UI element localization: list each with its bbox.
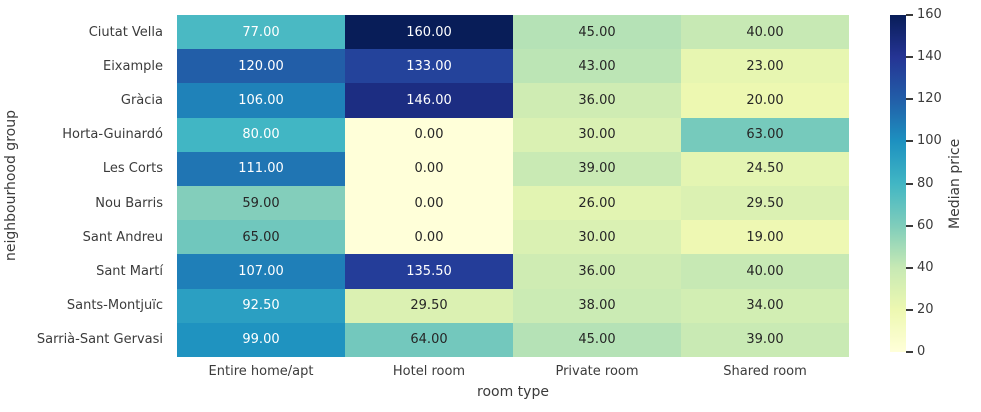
heatmap-cell: 19.00 — [681, 220, 849, 255]
colorbar-tick-mark — [906, 182, 913, 185]
y-tick-labels: Ciutat Vella Eixample Gràcia Horta-Guinardó… — [0, 15, 170, 357]
y-tick-label: Horta-Guinardó — [62, 127, 163, 143]
heatmap-cell: 111.00 — [177, 151, 345, 186]
colorbar-tick-label: 60 — [917, 217, 934, 233]
heatmap-cell: 29.50 — [681, 186, 849, 221]
y-tick-label: Sant Martí — [96, 264, 163, 280]
colorbar-tick-mark — [906, 56, 913, 59]
heatmap-cell: 43.00 — [513, 49, 681, 84]
y-tick-label: Sants-Montjuïc — [66, 298, 163, 314]
x-tick-label: Private room — [555, 363, 639, 379]
heatmap-cell: 146.00 — [345, 83, 513, 118]
heatmap-cell: 64.00 — [345, 322, 513, 357]
colorbar-tick-mark — [906, 14, 913, 16]
y-tick-label: Sarrià-Sant Gervasi — [36, 332, 163, 348]
colorbar-tick-label: 100 — [917, 133, 942, 149]
colorbar-tick-label: 120 — [917, 91, 942, 107]
heatmap-cell: 45.00 — [513, 322, 681, 357]
colorbar — [890, 15, 906, 352]
heatmap-cell: 23.00 — [681, 49, 849, 84]
colorbar-tick-mark — [906, 98, 913, 101]
heatmap-cell: 0.00 — [345, 220, 513, 255]
heatmap-cell: 30.00 — [513, 117, 681, 152]
y-tick-label: Sant Andreu — [82, 229, 163, 245]
colorbar-tick-mark — [906, 308, 913, 311]
y-tick-label: Les Corts — [102, 161, 163, 177]
x-tick-label: Hotel room — [392, 363, 466, 379]
y-tick-label: Nou Barris — [95, 195, 163, 211]
heatmap-cell: 38.00 — [513, 288, 681, 323]
heatmap-cell: 0.00 — [345, 186, 513, 221]
y-tick-label: Eixample — [102, 58, 163, 74]
heatmap-cell: 80.00 — [177, 117, 345, 152]
heatmap-cell: 39.00 — [681, 322, 849, 357]
heatmap-cell: 0.00 — [345, 117, 513, 152]
x-tick-label: Shared room — [723, 363, 807, 379]
heatmap-grid: 77.00 160.00 45.00 40.00 120.00 133.00 43.00 23… — [177, 15, 849, 357]
heatmap-cell: 59.00 — [177, 186, 345, 221]
heatmap-cell: 39.00 — [513, 151, 681, 186]
heatmap-cell: 160.00 — [345, 15, 513, 50]
colorbar-tick-label: 140 — [917, 49, 942, 65]
heatmap-cell: 107.00 — [177, 254, 345, 289]
colorbar-tick-label: 80 — [917, 175, 934, 191]
y-tick-label: Ciutat Vella — [88, 24, 163, 40]
heatmap-cell: 133.00 — [345, 49, 513, 84]
heatmap-cell: 30.00 — [513, 220, 681, 255]
heatmap-cell: 65.00 — [177, 220, 345, 255]
x-axis-label: room type — [477, 384, 549, 400]
heatmap-cell: 0.00 — [345, 151, 513, 186]
heatmap-cell: 24.50 — [681, 151, 849, 186]
colorbar-tick-label: 0 — [917, 344, 926, 360]
heatmap-cell: 45.00 — [513, 15, 681, 50]
y-tick-label: Gràcia — [120, 93, 163, 108]
heatmap-cell: 40.00 — [681, 15, 849, 50]
colorbar-tick-label: 20 — [917, 302, 934, 318]
x-tick-labels: Entire home/apt Hotel room Private room Sha… — [177, 362, 849, 380]
colorbar-tick-label: 160 — [917, 7, 942, 23]
colorbar-tick-mark — [906, 351, 913, 353]
heatmap-cell: 135.50 — [345, 254, 513, 289]
heatmap-cell: 63.00 — [681, 117, 849, 152]
x-tick-label: Entire home/apt — [208, 363, 314, 379]
heatmap-cell: 34.00 — [681, 288, 849, 323]
colorbar-tick-mark — [906, 266, 913, 269]
heatmap-cell: 99.00 — [177, 322, 345, 357]
colorbar-label: Median price — [947, 138, 963, 229]
heatmap-cell: 77.00 — [177, 15, 345, 50]
heatmap-cell: 106.00 — [177, 83, 345, 118]
heatmap-cell: 36.00 — [513, 254, 681, 289]
colorbar-tick-mark — [906, 140, 913, 143]
colorbar-tick-label: 40 — [917, 259, 934, 275]
heatmap-cell: 40.00 — [681, 254, 849, 289]
colorbar-tick-mark — [906, 224, 913, 227]
heatmap-cell: 20.00 — [681, 83, 849, 118]
heatmap-cell: 29.50 — [345, 288, 513, 323]
heatmap-cell: 120.00 — [177, 49, 345, 84]
heatmap-cell: 26.00 — [513, 186, 681, 221]
heatmap-cell: 92.50 — [177, 288, 345, 323]
heatmap-cell: 36.00 — [513, 83, 681, 118]
